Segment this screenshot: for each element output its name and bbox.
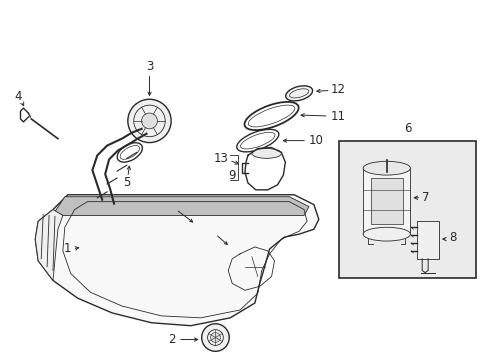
Text: 9: 9: [228, 168, 236, 181]
Text: 6: 6: [403, 122, 410, 135]
Circle shape: [127, 99, 171, 143]
Circle shape: [210, 333, 220, 342]
Ellipse shape: [363, 227, 409, 241]
Bar: [370, 178, 402, 224]
Text: 7: 7: [421, 191, 429, 204]
Ellipse shape: [363, 161, 409, 175]
Circle shape: [201, 324, 229, 351]
Text: 8: 8: [448, 231, 455, 244]
Circle shape: [142, 113, 157, 129]
Polygon shape: [55, 197, 308, 215]
Text: 5: 5: [123, 176, 130, 189]
Ellipse shape: [285, 86, 312, 101]
Bar: [338, 141, 475, 278]
Text: 12: 12: [330, 83, 345, 96]
Bar: [363, 168, 409, 234]
Text: 3: 3: [145, 60, 153, 73]
Ellipse shape: [251, 148, 281, 158]
Text: 11: 11: [330, 109, 345, 122]
Text: 13: 13: [213, 152, 228, 165]
Text: 10: 10: [308, 134, 323, 147]
Bar: [416, 221, 438, 259]
Text: 2: 2: [168, 333, 176, 346]
Text: 4: 4: [15, 90, 22, 103]
Polygon shape: [35, 210, 63, 280]
Polygon shape: [35, 195, 318, 326]
Text: 1: 1: [63, 242, 71, 255]
